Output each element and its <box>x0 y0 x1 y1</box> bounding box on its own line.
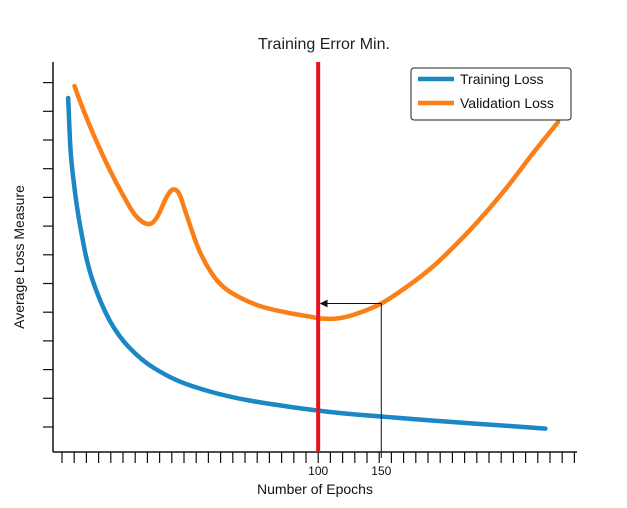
series-layer <box>65 83 561 431</box>
series-line-training-loss <box>65 95 548 431</box>
legend-label-validation-loss: Validation Loss <box>460 95 554 111</box>
y-axis-label: Average Loss Measure <box>11 185 27 329</box>
x-tick-label: 100 <box>308 464 328 478</box>
x-axis-ticks <box>61 452 576 463</box>
series-line-validation-loss <box>72 83 561 322</box>
chart-title: Training Error Min. <box>258 36 390 53</box>
annotation-arrow <box>319 299 382 458</box>
x-axis-label: Number of Epochs <box>257 481 373 497</box>
x-axis-tick-labels: 100 150 <box>308 464 391 478</box>
x-tick-label: 150 <box>371 464 391 478</box>
legend-label-training-loss: Training Loss <box>460 71 544 87</box>
y-axis-ticks <box>43 81 53 428</box>
legend: Training Loss Validation Loss <box>410 67 572 121</box>
